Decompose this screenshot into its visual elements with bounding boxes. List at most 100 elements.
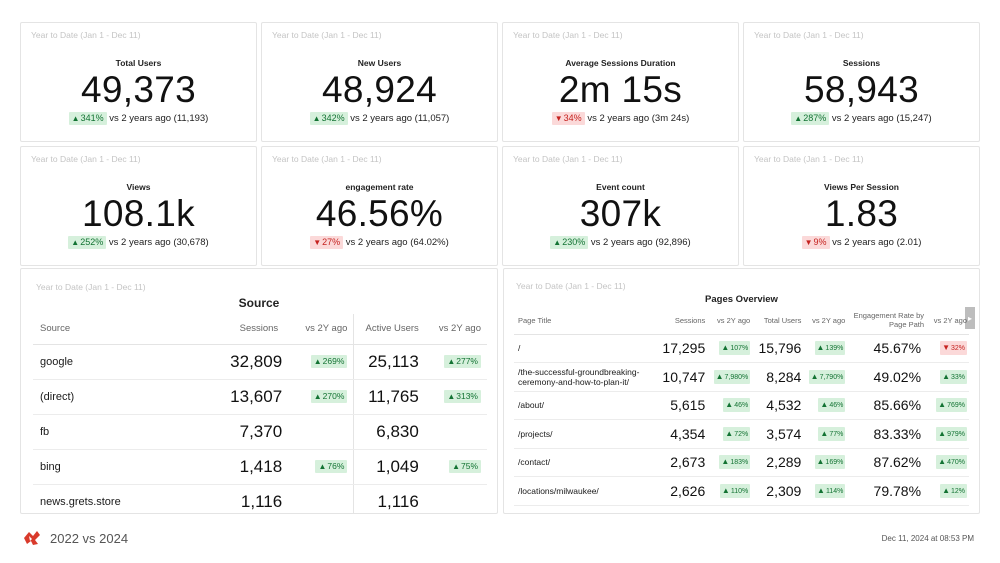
arrow-up-icon: ▲ (313, 357, 322, 366)
col-header-total-users[interactable]: Total Users (753, 307, 805, 335)
table-row[interactable]: /about/5,615 ▲46% 4,532 ▲46% 85.66% ▲769% (514, 391, 969, 420)
active-users-delta (428, 484, 487, 513)
source-name: bing (33, 449, 179, 485)
kpi-title: Average Sessions Duration (565, 58, 676, 68)
source-name: news.grets.store (33, 484, 179, 513)
col-header-vs2y[interactable]: vs 2Y ago (804, 307, 850, 335)
delta-badge: ▲979% (936, 426, 967, 441)
arrow-up-icon: ▲ (721, 343, 730, 353)
arrow-up-icon: ▲ (810, 371, 819, 381)
table-row[interactable]: fb 7,370 6,830 (33, 414, 487, 450)
kpi-value: 58,943 (804, 69, 919, 110)
active-users-value: 11,765 (353, 379, 429, 415)
delta-badge: ▲287% (791, 112, 830, 125)
engagement-rate-value: 83.33% (849, 419, 928, 449)
arrow-up-icon: ▲ (942, 485, 950, 495)
comparison-text: vs 2 years ago (3m 24s) (587, 113, 690, 124)
arrow-up-icon: ▲ (816, 343, 825, 353)
sessions-value: 4,354 (646, 419, 709, 449)
table-row[interactable]: /the-successful-groundbreaking-ceremony-… (514, 362, 969, 392)
comparison-text: vs 2 years ago (64.02%) (345, 237, 449, 248)
kpi-title: engagement rate (345, 182, 414, 192)
sessions-value: 2,673 (646, 448, 709, 477)
sessions-delta (290, 414, 354, 450)
table-row[interactable]: news.grets.store 1,116 1,116 (33, 484, 487, 513)
page-title-cell: / (514, 334, 647, 363)
arrow-up-icon: ▲ (318, 462, 327, 471)
kpi-value: 307k (579, 193, 662, 234)
delta-badge: ▲230% (550, 236, 589, 249)
kpi-card: Year to Date (Jan 1 - Dec 11) Total Users… (20, 22, 257, 142)
col-header-vs2y[interactable]: vs 2Y ago (927, 307, 969, 335)
sessions-delta: ▲46% (708, 391, 754, 420)
page-title-cell: /locations/milwaukee/ (514, 476, 647, 506)
arrow-up-icon: ▲ (447, 357, 456, 366)
col-header-active-users[interactable]: Active Users (353, 314, 429, 345)
total-users-value: 15,796 (753, 334, 805, 363)
col-header-vs2y[interactable]: vs 2Y ago (708, 307, 754, 335)
date-range-label: Year to Date (Jan 1 - Dec 11) (31, 154, 141, 164)
table-row[interactable]: /locations/milwaukee/2,626 ▲110% 2,309 ▲114… (514, 476, 969, 506)
delta-badge: ▲342% (309, 112, 348, 125)
kpi-title: Views (126, 182, 151, 192)
comparison-text: vs 2 years ago (2.01) (832, 237, 922, 248)
delta-badge: ▼27% (310, 236, 344, 249)
kpi-comparison: ▲341% vs 2 years ago (11,193) (21, 112, 256, 125)
table-row[interactable]: /projects/4,354 ▲72% 3,574 ▲77% 83.33% ▲979% (514, 419, 969, 449)
active-users-value: 25,113 (353, 344, 429, 380)
comparison-text: vs 2 years ago (11,057) (350, 113, 450, 124)
source-name: fb (33, 414, 179, 450)
scroll-right-icon[interactable]: ▸ (965, 307, 975, 329)
engagement-delta: ▼32% (927, 334, 969, 363)
engagement-rate-value: 79.78% (849, 476, 928, 506)
page-title-cell: /the-successful-groundbreaking-ceremony-… (514, 362, 647, 392)
total-users-delta: ▲139% (804, 334, 850, 363)
comparison-text: vs 2 years ago (30,678) (108, 237, 209, 248)
arrow-down-icon: ▼ (804, 238, 813, 247)
delta-badge: ▲270% (310, 390, 348, 403)
table-row[interactable]: (direct) 13,607 ▲270% 11,765 ▲313% (33, 379, 487, 415)
delta-badge: ▲76% (315, 460, 348, 473)
col-header-vs2y[interactable]: vs 2Y ago (428, 314, 487, 345)
col-header-page-title[interactable]: Page Title (514, 307, 647, 335)
arrow-up-icon: ▲ (942, 371, 950, 381)
arrow-up-icon: ▲ (452, 462, 460, 471)
total-users-value: 3,574 (753, 419, 805, 449)
arrow-up-icon: ▲ (312, 114, 321, 123)
col-header-vs2y[interactable]: vs 2Y ago (290, 314, 354, 345)
kpi-title: Views Per Session (824, 182, 899, 192)
sessions-value: 1,418 (178, 449, 291, 485)
arrow-up-icon: ▲ (725, 400, 734, 410)
date-range-label: Year to Date (Jan 1 - Dec 11) (272, 154, 382, 164)
page-title-cell: /about/ (514, 391, 647, 420)
pages-overview-card: Year to Date (Jan 1 - Dec 11) Pages Over… (503, 268, 980, 514)
total-users-value: 4,532 (753, 391, 805, 420)
total-users-delta: ▲46% (804, 391, 850, 420)
kpi-comparison: ▼9% vs 2 years ago (2.01) (744, 236, 979, 249)
kpi-value: 49,373 (81, 69, 196, 110)
table-row[interactable]: /contact/2,673 ▲183% 2,289 ▲169% 87.62% ▲470% (514, 448, 969, 477)
sessions-delta: ▲269% (290, 344, 354, 380)
col-header-sessions[interactable]: Sessions (178, 314, 291, 345)
arrow-up-icon: ▲ (820, 428, 829, 438)
sessions-value: 13,607 (178, 379, 291, 415)
col-header-sessions[interactable]: Sessions (646, 307, 709, 335)
kpi-card: Year to Date (Jan 1 - Dec 11) New Users 48… (261, 22, 498, 142)
sessions-value: 2,626 (646, 476, 709, 506)
sessions-value: 7,370 (178, 414, 291, 450)
delta-badge: ▲107% (719, 341, 751, 356)
kpi-title: Sessions (842, 58, 881, 68)
col-header-source[interactable]: Source (33, 314, 179, 345)
table-row[interactable]: bing 1,418 ▲76% 1,049 ▲75% (33, 449, 487, 485)
comparison-text: vs 2 years ago (11,193) (109, 113, 209, 124)
delta-badge: ▲139% (814, 341, 846, 356)
table-row[interactable]: /17,295 ▲107% 15,796 ▲139% 45.67% ▼32% (514, 334, 969, 363)
col-header-engagement-rate[interactable]: Engagement Rate by Page Path (849, 307, 928, 335)
active-users-delta: ▲313% (428, 379, 487, 415)
delta-badge: ▲114% (815, 483, 846, 498)
delta-badge: ▲183% (719, 455, 751, 470)
arrow-up-icon: ▲ (817, 485, 825, 495)
active-users-delta: ▲277% (428, 344, 487, 380)
table-row[interactable]: google 32,809 ▲269% 25,113 ▲277% (33, 344, 487, 380)
engagement-delta: ▲12% (927, 476, 969, 506)
